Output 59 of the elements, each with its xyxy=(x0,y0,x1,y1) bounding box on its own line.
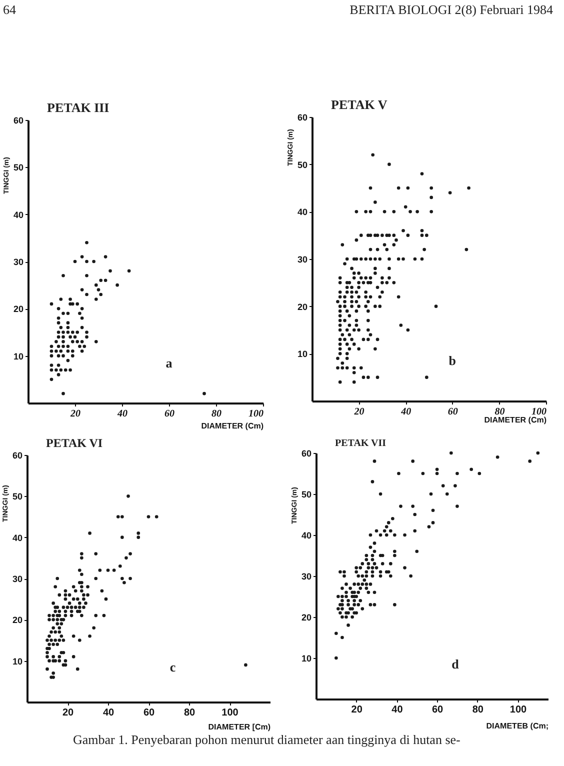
x-tick-label: 20 xyxy=(351,704,363,716)
x-tick-label: 60 xyxy=(143,708,155,718)
text: BERITA BIOLOGI 2(8) Februari 1984 xyxy=(350,2,553,18)
x-tick-label: 40 xyxy=(102,708,114,718)
y-tick-label: 40 xyxy=(13,210,24,220)
x-tick-label: 100 xyxy=(248,408,264,420)
x-tick-label: 60 xyxy=(164,408,174,420)
y-tick-label: 10 xyxy=(297,349,308,360)
y-tick-label: 20 xyxy=(301,612,312,622)
text: Gambar 1. Penyebaran pohon menurut diameter aan tingginya di hutan se- xyxy=(73,732,460,748)
x-tick-label: 40 xyxy=(116,408,128,420)
x-tick-label: 60 xyxy=(448,406,458,418)
x-axis-title: DIAMETER (Cm) xyxy=(201,422,264,430)
y-tick-label: 30 xyxy=(12,574,22,584)
annotation: b xyxy=(448,353,456,368)
x-tick-label: 100 xyxy=(532,406,546,418)
y-tick-label: 20 xyxy=(297,302,308,312)
y-tick-label: 10 xyxy=(13,351,24,362)
text: 64 xyxy=(3,2,16,18)
y-tick-label: 20 xyxy=(13,304,24,314)
chart-title: PETAK V xyxy=(331,97,388,112)
y-tick-label: 30 xyxy=(13,257,24,267)
x-tick-label: 20 xyxy=(353,406,364,418)
x-tick-label: 40 xyxy=(400,406,412,418)
chart-title: PETAK III xyxy=(47,100,110,115)
y-tick-label: 50 xyxy=(12,492,22,502)
annotation: a xyxy=(166,355,173,370)
x-axis-title: DIAMETER (Cm) xyxy=(484,416,547,424)
y-tick-label: 60 xyxy=(13,116,24,126)
y-tick-label: 50 xyxy=(301,490,312,500)
annotation: d xyxy=(452,656,460,672)
x-tick-label: 100 xyxy=(510,704,528,716)
y-tick-label: 50 xyxy=(13,162,24,173)
y-tick-label: 40 xyxy=(301,530,312,540)
y-tick-label: 10 xyxy=(301,654,312,664)
x-tick-label: 80 xyxy=(494,406,505,418)
x-tick-label: 20 xyxy=(62,708,74,718)
x-tick-label: 40 xyxy=(392,704,404,716)
x-tick-label: 100 xyxy=(222,708,239,718)
y-tick-label: 40 xyxy=(297,207,308,218)
y-tick-label: 60 xyxy=(301,448,312,458)
x-axis-title: DIAMETER [Cm) xyxy=(208,722,271,732)
x-axis-title: DIAMETEB (Cm; xyxy=(486,722,548,730)
y-tick-label: 10 xyxy=(12,656,22,666)
y-tick-label: 60 xyxy=(12,450,22,460)
y-tick-label: 40 xyxy=(12,532,22,543)
y-tick-label: 20 xyxy=(12,615,22,626)
chart-title: PETAK VII xyxy=(335,438,386,449)
annotation: c xyxy=(170,659,176,674)
chart-title: PETAK VI xyxy=(46,436,103,450)
y-tick-label: 60 xyxy=(297,112,308,122)
x-tick-label: 80 xyxy=(184,708,196,718)
y-tick-label: 30 xyxy=(297,254,308,264)
y-tick-label: 30 xyxy=(301,572,312,582)
x-tick-label: 20 xyxy=(70,408,80,420)
x-tick-label: 80 xyxy=(212,408,222,420)
y-tick-label: 50 xyxy=(297,160,308,170)
x-tick-label: 80 xyxy=(472,704,484,716)
x-tick-label: 60 xyxy=(432,704,444,716)
